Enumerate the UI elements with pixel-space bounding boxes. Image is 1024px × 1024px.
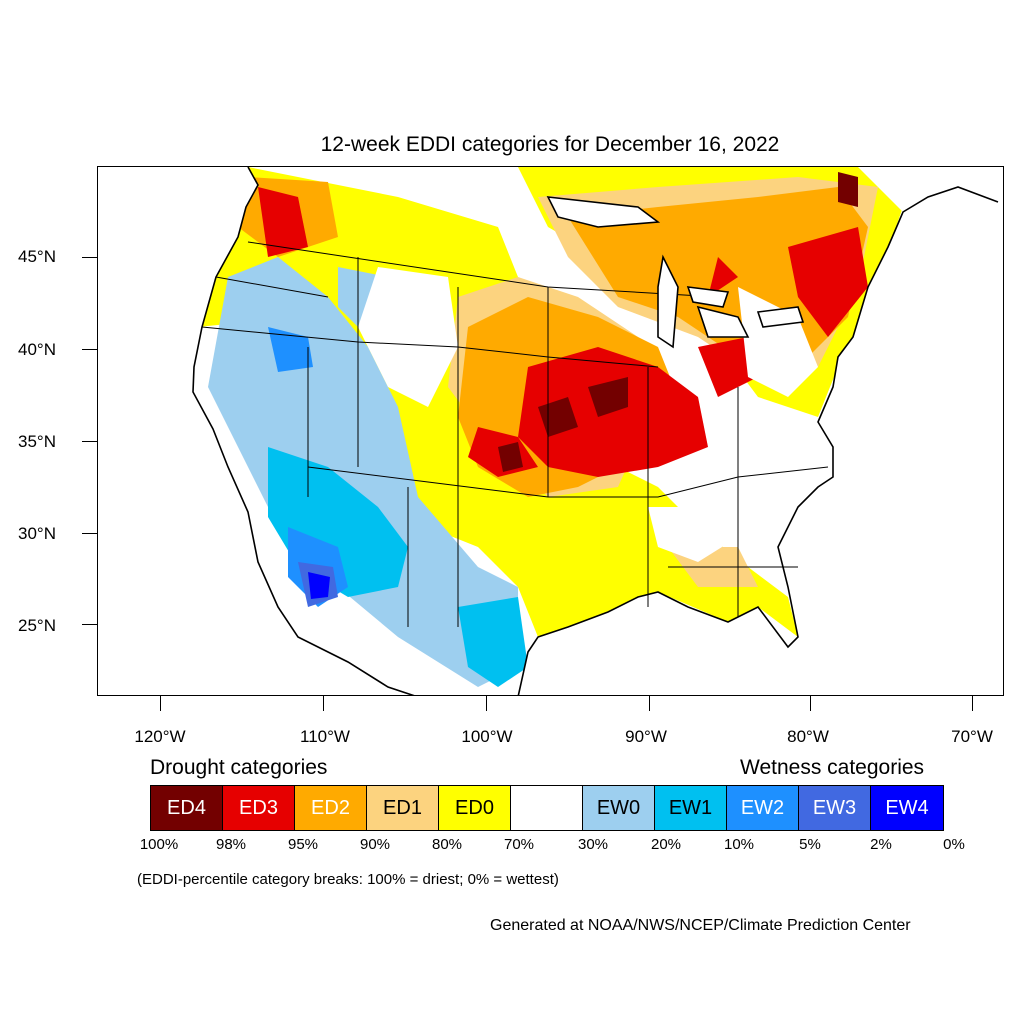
legend-cell-ed4: ED4: [151, 786, 223, 830]
legend-cell-ed2: ED2: [295, 786, 367, 830]
legend-cell-ed3: ED3: [223, 786, 295, 830]
lon-tick: [810, 696, 811, 711]
percentile-label: 20%: [650, 836, 682, 853]
legend-colorbar: ED4 ED3 ED2 ED1 ED0 EW0 EW1 EW2 EW3 EW4: [150, 785, 944, 831]
legend-cell-neutral: [511, 786, 583, 830]
credit-line: Generated at NOAA/NWS/NCEP/Climate Predi…: [490, 917, 911, 934]
percentile-label: 80%: [431, 836, 463, 853]
lon-label-80: 80°W: [787, 727, 829, 746]
legend-cell-ew2: EW2: [727, 786, 799, 830]
lat-tick: [82, 349, 97, 350]
legend-cell-ew0: EW0: [583, 786, 655, 830]
wetness-legend-heading: Wetness categories: [740, 756, 925, 779]
lat-label-25: 25°N: [18, 616, 56, 635]
lat-label-45: 45°N: [18, 247, 56, 266]
lon-label-90: 90°W: [625, 727, 667, 746]
lon-tick: [972, 696, 973, 711]
percentile-label: 10%: [723, 836, 755, 853]
percentile-label: 5%: [799, 836, 821, 853]
lat-tick: [82, 257, 97, 258]
legend-cell-ed0: ED0: [439, 786, 511, 830]
lat-label-30: 30°N: [18, 524, 56, 543]
lat-tick: [82, 441, 97, 442]
percentile-label: 2%: [870, 836, 892, 853]
map-panel: [97, 166, 1004, 696]
lon-label-70: 70°W: [951, 727, 993, 746]
legend-cell-ew3: EW3: [799, 786, 871, 830]
lon-label-100: 100°W: [461, 727, 513, 746]
legend-cell-ew1: EW1: [655, 786, 727, 830]
lon-tick: [323, 696, 324, 711]
eddi-map: [192, 167, 999, 695]
legend-cell-ew4: EW4: [871, 786, 943, 830]
drought-legend-heading: Drought categories: [150, 756, 328, 779]
lat-label-35: 35°N: [18, 432, 56, 451]
category-footnote: (EDDI-percentile category breaks: 100% =…: [137, 871, 559, 888]
percentile-label: 70%: [503, 836, 535, 853]
map-title: 12-week EDDI categories for December 16,…: [320, 133, 780, 156]
lon-tick: [160, 696, 161, 711]
lon-tick: [649, 696, 650, 711]
percentile-label: 100%: [139, 836, 179, 853]
percentile-label: 0%: [943, 836, 965, 853]
lon-label-110: 110°W: [300, 727, 350, 746]
percentile-label: 30%: [577, 836, 609, 853]
lon-tick: [486, 696, 487, 711]
percentile-label: 90%: [359, 836, 391, 853]
percentile-label: 98%: [215, 836, 247, 853]
percentile-label: 95%: [287, 836, 319, 853]
legend-cell-ed1: ED1: [367, 786, 439, 830]
lat-label-40: 40°N: [18, 340, 56, 359]
lat-tick: [82, 533, 97, 534]
eddi-category-fill: [193, 167, 903, 695]
lon-label-120: 120°W: [134, 727, 186, 746]
lat-tick: [82, 624, 97, 625]
